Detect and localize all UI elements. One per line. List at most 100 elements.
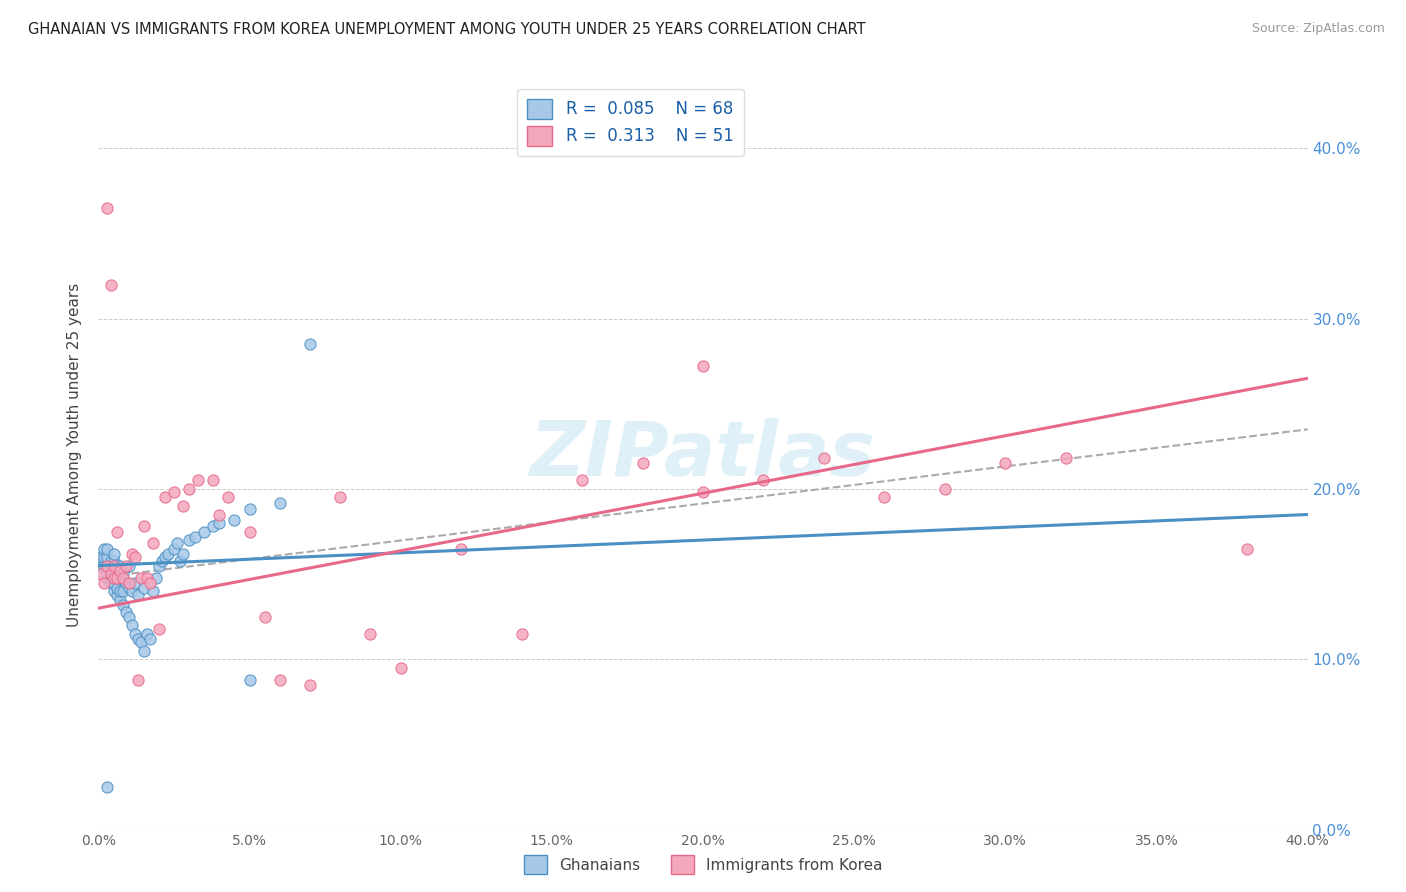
Point bbox=[96, 570, 118, 584]
Point bbox=[93, 558, 115, 573]
Point bbox=[172, 547, 194, 561]
Point bbox=[105, 581, 128, 595]
Point bbox=[813, 451, 835, 466]
Point bbox=[103, 558, 125, 573]
Text: Source: ZipAtlas.com: Source: ZipAtlas.com bbox=[1251, 22, 1385, 36]
Point bbox=[631, 457, 654, 471]
Point bbox=[96, 201, 118, 215]
Point bbox=[118, 581, 141, 595]
Point bbox=[202, 519, 225, 533]
Point bbox=[100, 567, 122, 582]
Point bbox=[118, 575, 141, 590]
Point bbox=[239, 524, 262, 539]
Point bbox=[108, 564, 131, 578]
Point bbox=[150, 553, 173, 567]
Point bbox=[135, 570, 157, 584]
Point bbox=[166, 536, 188, 550]
Point bbox=[96, 550, 118, 565]
Point bbox=[239, 673, 262, 687]
Point bbox=[202, 474, 225, 488]
Point bbox=[100, 575, 122, 590]
Point bbox=[114, 558, 136, 573]
Point bbox=[179, 482, 201, 496]
Point bbox=[103, 570, 125, 584]
Point bbox=[103, 584, 125, 599]
Point bbox=[217, 491, 239, 505]
Point bbox=[103, 553, 125, 567]
Point bbox=[299, 678, 322, 692]
Point bbox=[105, 570, 128, 584]
Point bbox=[145, 570, 167, 584]
Point bbox=[169, 553, 191, 567]
Point bbox=[329, 491, 352, 505]
Point bbox=[184, 530, 207, 544]
Point bbox=[118, 558, 141, 573]
Point bbox=[103, 547, 125, 561]
Point bbox=[93, 550, 115, 565]
Point bbox=[108, 570, 131, 584]
Point bbox=[510, 626, 533, 640]
Point bbox=[118, 609, 141, 624]
Point bbox=[121, 618, 143, 632]
Point bbox=[103, 575, 125, 590]
Point bbox=[96, 780, 118, 794]
Point bbox=[132, 519, 155, 533]
Point bbox=[253, 609, 276, 624]
Point bbox=[90, 558, 112, 573]
Point bbox=[873, 491, 896, 505]
Point bbox=[239, 502, 262, 516]
Point bbox=[96, 567, 118, 582]
Legend: Ghanaians, Immigrants from Korea: Ghanaians, Immigrants from Korea bbox=[517, 849, 889, 880]
Point bbox=[269, 673, 291, 687]
Point bbox=[1236, 541, 1258, 556]
Point bbox=[692, 359, 714, 374]
Point bbox=[108, 558, 131, 573]
Point bbox=[139, 632, 162, 646]
Point bbox=[103, 558, 125, 573]
Text: GHANAIAN VS IMMIGRANTS FROM KOREA UNEMPLOYMENT AMONG YOUTH UNDER 25 YEARS CORREL: GHANAIAN VS IMMIGRANTS FROM KOREA UNEMPL… bbox=[28, 22, 866, 37]
Point bbox=[389, 661, 412, 675]
Point bbox=[111, 584, 134, 599]
Point bbox=[111, 598, 134, 612]
Point bbox=[208, 508, 231, 522]
Point bbox=[129, 570, 152, 584]
Point bbox=[108, 584, 131, 599]
Point bbox=[132, 581, 155, 595]
Point bbox=[172, 499, 194, 513]
Point bbox=[96, 541, 118, 556]
Point bbox=[105, 558, 128, 573]
Point bbox=[105, 588, 128, 602]
Y-axis label: Unemployment Among Youth under 25 years: Unemployment Among Youth under 25 years bbox=[67, 283, 83, 627]
Point bbox=[121, 547, 143, 561]
Point bbox=[163, 485, 186, 500]
Point bbox=[93, 575, 115, 590]
Point bbox=[129, 635, 152, 649]
Point bbox=[105, 570, 128, 584]
Point bbox=[100, 553, 122, 567]
Point bbox=[111, 570, 134, 584]
Point bbox=[90, 550, 112, 565]
Point bbox=[127, 673, 149, 687]
Point bbox=[93, 541, 115, 556]
Point bbox=[111, 567, 134, 582]
Point bbox=[153, 550, 176, 565]
Point bbox=[127, 632, 149, 646]
Point bbox=[299, 337, 322, 351]
Point bbox=[124, 575, 146, 590]
Point bbox=[179, 533, 201, 547]
Point bbox=[96, 558, 118, 573]
Point bbox=[450, 541, 472, 556]
Point bbox=[208, 516, 231, 530]
Point bbox=[187, 474, 209, 488]
Point bbox=[148, 558, 170, 573]
Point bbox=[692, 485, 714, 500]
Point bbox=[114, 575, 136, 590]
Point bbox=[124, 550, 146, 565]
Point bbox=[100, 277, 122, 292]
Legend: R =  0.085    N = 68, R =  0.313    N = 51: R = 0.085 N = 68, R = 0.313 N = 51 bbox=[517, 88, 744, 156]
Point bbox=[193, 524, 215, 539]
Point bbox=[752, 474, 775, 488]
Point bbox=[994, 457, 1017, 471]
Point bbox=[100, 558, 122, 573]
Point bbox=[135, 626, 157, 640]
